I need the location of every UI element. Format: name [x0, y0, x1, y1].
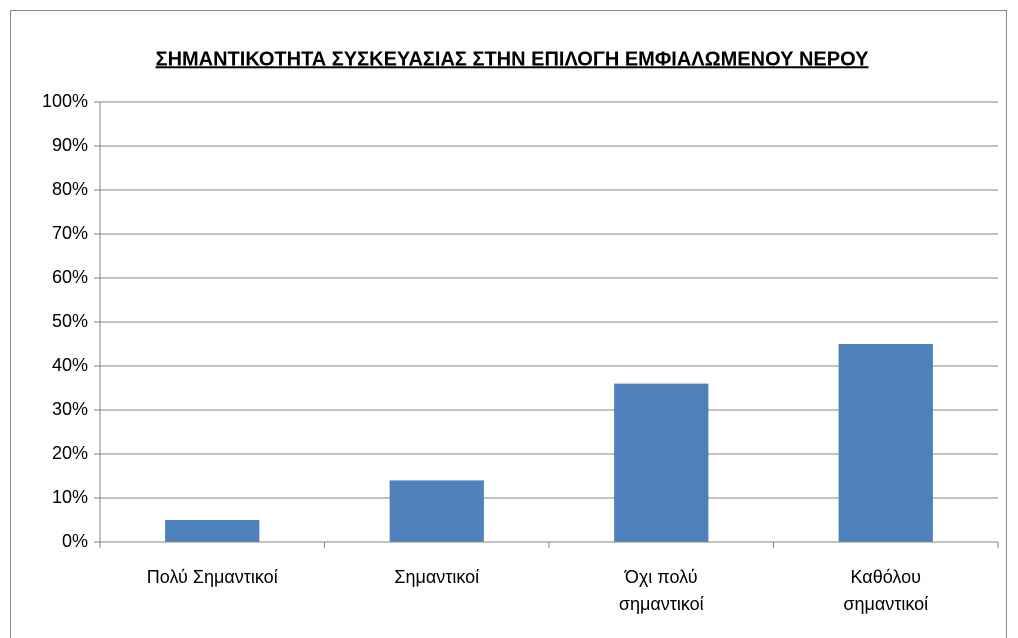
y-tick-label: 80% — [52, 179, 88, 199]
y-tick-label: 30% — [52, 399, 88, 419]
x-tick-label: Καθόλου σημαντικοί — [843, 567, 929, 614]
y-tick-label: 60% — [52, 267, 88, 287]
x-tick-label: Πολύ Σημαντικοί — [146, 567, 278, 587]
bar — [165, 520, 260, 542]
bar — [389, 480, 484, 542]
bar — [838, 344, 933, 542]
y-tick-label: 50% — [52, 311, 88, 331]
y-tick-label: 100% — [42, 91, 88, 111]
y-tick-label: 70% — [52, 223, 88, 243]
y-tick-label: 90% — [52, 135, 88, 155]
y-tick-label: 0% — [62, 531, 88, 551]
y-tick-label: 20% — [52, 443, 88, 463]
chart-title: ΣΗΜΑΝΤΙΚΟΤΗΤΑ ΣΥΣΚΕΥΑΣΙΑΣ ΣΤΗΝ ΕΠΙΛΟΓΗ Ε… — [156, 48, 870, 70]
x-tick-label: Όχι πολύ σημαντικοί — [618, 567, 704, 614]
x-tick-label: Σημαντικοί — [394, 567, 480, 587]
y-tick-label: 10% — [52, 487, 88, 507]
chart-frame — [10, 10, 1007, 638]
y-tick-label: 40% — [52, 355, 88, 375]
bar — [614, 383, 709, 542]
